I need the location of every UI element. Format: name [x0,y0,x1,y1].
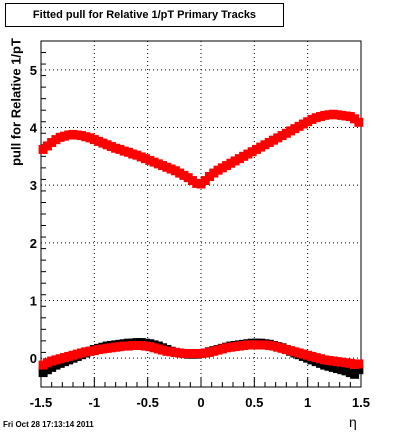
timestamp: Fri Oct 28 17:13:14 2011 [3,420,94,429]
y-tick-label: 5 [30,63,37,78]
y-tick-label: 2 [30,236,37,251]
data-point [350,369,360,379]
x-tick-label: -0.5 [136,395,158,410]
y-tick-label: 3 [30,178,37,193]
x-tick-label: 0.5 [245,395,263,410]
grid-lines [41,41,361,387]
x-tick-label: 1 [304,395,311,410]
axes: -1.5 -1 -0.5 0 0.5 1 1.5 0 1 2 3 4 5 [30,40,370,410]
data-point [354,117,364,127]
x-tick-label: 1.5 [352,395,370,410]
data-points [38,109,364,379]
chart-title: Fitted pull for Relative 1/pT Primary Tr… [5,3,284,27]
y-axis-label: pull for Relative 1/pT [8,38,24,166]
x-tick-label: -1 [89,395,101,410]
x-tick-label: -1.5 [30,395,52,410]
y-tick-label: 1 [30,294,37,309]
data-point [354,365,364,375]
y-tick-label: 0 [30,351,37,366]
y-tick-label: 4 [30,121,38,136]
data-point [354,359,364,369]
series-2 [38,340,364,370]
x-tick-label: 0 [197,395,204,410]
x-axis-label: η [349,414,357,430]
series-0 [38,109,364,189]
